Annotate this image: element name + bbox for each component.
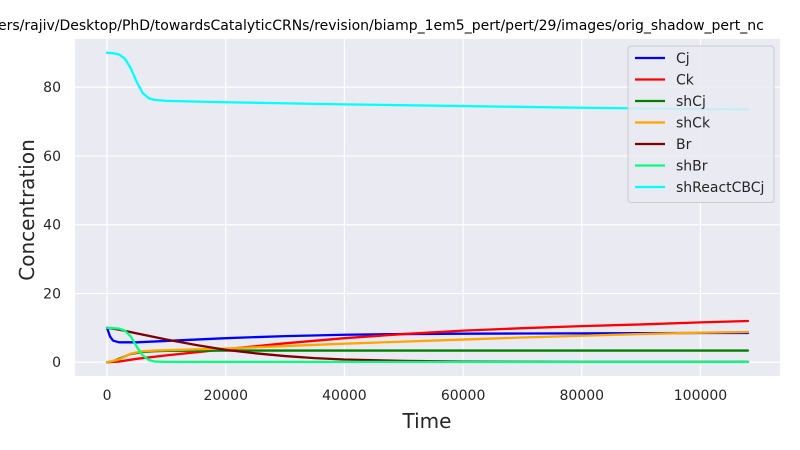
series-line-shCk	[105, 330, 750, 364]
x-tick-label: 60000	[441, 388, 486, 404]
legend-entry: Cj	[676, 51, 690, 67]
legend-entry: shCk	[676, 116, 711, 132]
x-tick-label: 80000	[560, 388, 605, 404]
legend-entry: shCj	[676, 94, 706, 110]
x-axis-ticks: 0 20000 40000 60000 80000 100000	[103, 388, 728, 404]
y-tick-label: 60	[43, 149, 61, 165]
series-line-shReactCBCj	[105, 51, 750, 111]
series-line-shBr	[105, 326, 750, 364]
x-tick-label: 40000	[322, 388, 367, 404]
y-tick-label: 0	[52, 355, 61, 371]
series-lines	[105, 51, 750, 364]
y-tick-label: 80	[43, 80, 61, 96]
series-line-Ck	[105, 319, 750, 364]
x-tick-label: 20000	[203, 388, 248, 404]
y-tick-label: 20	[43, 286, 61, 302]
y-axis-ticks: 0 20 40 60 80	[43, 80, 61, 371]
y-axis-label: Concentration	[15, 139, 39, 280]
x-tick-label: 100000	[674, 388, 727, 404]
legend-box	[627, 45, 775, 203]
series-line-Cj	[105, 326, 750, 344]
legend-entry: Ck	[676, 73, 695, 89]
legend-entry: Br	[676, 137, 692, 153]
legend-entry: shBr	[676, 159, 708, 175]
x-axis-label: Time	[402, 409, 452, 433]
legend: Cj Ck shCj shCk Br shBr shReactCBCj	[627, 45, 775, 203]
chart-title: ers/rajiv/Desktop/PhD/towardsCatalyticCR…	[0, 18, 764, 34]
y-tick-label: 40	[43, 218, 61, 234]
x-tick-label: 0	[103, 388, 112, 404]
legend-entry: shReactCBCj	[676, 180, 764, 196]
